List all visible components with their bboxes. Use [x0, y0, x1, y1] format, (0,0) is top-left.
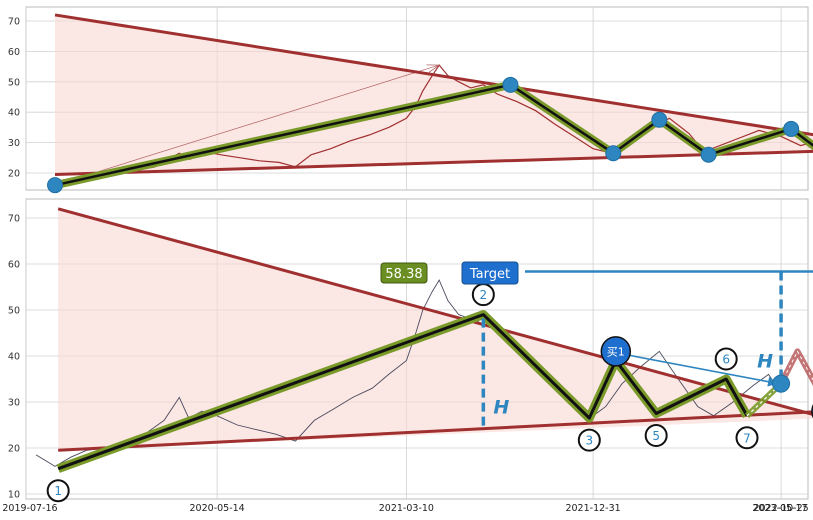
bottom-projection-leg-1-dash: [746, 383, 782, 417]
bottom-x-tick-label: 2021-03-10: [379, 503, 434, 514]
bottom-lower-trendline: [58, 410, 813, 452]
bottom-y-tick-labels: 10 20 30 40 50 60 70: [8, 214, 20, 501]
bottom-pivot-label: 3: [585, 434, 593, 448]
top-upper-trendline: [54, 13, 813, 137]
bottom-pivot-label: 7: [743, 431, 751, 445]
bottom-pivot-label: 6: [722, 353, 730, 367]
bottom-buy-marker: [600, 336, 632, 367]
top-y-tick-label: 50: [8, 77, 20, 88]
bottom-pivot-marker: [577, 428, 601, 452]
bottom-upper-trendline: [57, 207, 813, 416]
top-pivot-point: [700, 146, 717, 163]
bottom-y-tick-label: 20: [8, 444, 20, 455]
bottom-target-price-box: [380, 262, 428, 284]
bottom-target-price-label: 58.38: [385, 267, 422, 282]
top-y-tick-label: 20: [8, 169, 20, 180]
bottom-pivot-label: 1: [54, 484, 62, 498]
bottom-pivot-label: 2: [480, 288, 488, 302]
bottom-x-tick-label: 2022-10-25: [753, 503, 808, 514]
bottom-x-tick-label: 2023-05-17: [752, 503, 807, 514]
bottom-height-label: H: [757, 351, 773, 373]
bottom-y-tick-label: 40: [8, 352, 20, 363]
top-pivot-point: [783, 120, 800, 137]
bottom-y-tick-label: 50: [8, 306, 20, 317]
top-trend-arrow: [54, 65, 439, 186]
top-y-tick-label: 40: [8, 108, 20, 119]
bottom-y-tick-label: 30: [8, 398, 20, 409]
bottom-x-tick-label: 2019-07-16: [2, 503, 57, 514]
bottom-pivot-marker: [714, 347, 738, 371]
top-triangle-fill: [55, 14, 813, 175]
bottom-buy1-arrow: [629, 354, 778, 387]
bottom-y-tick-label: 70: [8, 214, 20, 225]
top-pivot-point: [47, 177, 64, 194]
bottom-projection-leg-2-dash: [780, 350, 813, 384]
bottom-x-tick-label: 2021-12-31: [565, 503, 620, 514]
top-y-tick-labels: 20 30 40 50 60 70: [8, 17, 20, 180]
bottom-y-tick-label: 60: [8, 260, 20, 271]
bottom-height-label: H: [493, 397, 509, 419]
top-y-tick-label: 70: [8, 17, 20, 28]
top-y-tick-label: 60: [8, 47, 20, 58]
bottom-pivot-marker: [735, 426, 759, 450]
top-lower-trendline: [54, 149, 813, 177]
top-y-tick-label: 30: [8, 138, 20, 149]
bottom-x-tick-labels: 2019-07-16 2020-05-14 2021-03-10 2021-12-31…: [2, 503, 808, 514]
top-pivot-point: [651, 111, 668, 128]
bottom-pivot-label: 5: [652, 429, 660, 443]
bottom-panel: 10 20 30 40 50 60 70 2019-07-16 2020-05-14 2021-…: [2, 198, 813, 514]
top-panel: 20 30 40 50 60 70: [8, 6, 813, 194]
bottom-x-tick-label: 2020-05-14: [190, 503, 245, 514]
bottom-buy-label: 买1: [607, 345, 625, 358]
bottom-pivot-marker: [644, 424, 668, 447]
bottom-target-box: [461, 261, 519, 285]
bottom-target-label: Target: [469, 267, 510, 282]
bottom-projection-point: [772, 374, 791, 393]
bottom-y-tick-label: 10: [8, 490, 20, 501]
top-pivot-point: [502, 76, 519, 93]
bottom-pivot-marker: [46, 479, 70, 503]
top-chart-content: [47, 13, 813, 194]
top-pivot-point: [605, 145, 622, 162]
